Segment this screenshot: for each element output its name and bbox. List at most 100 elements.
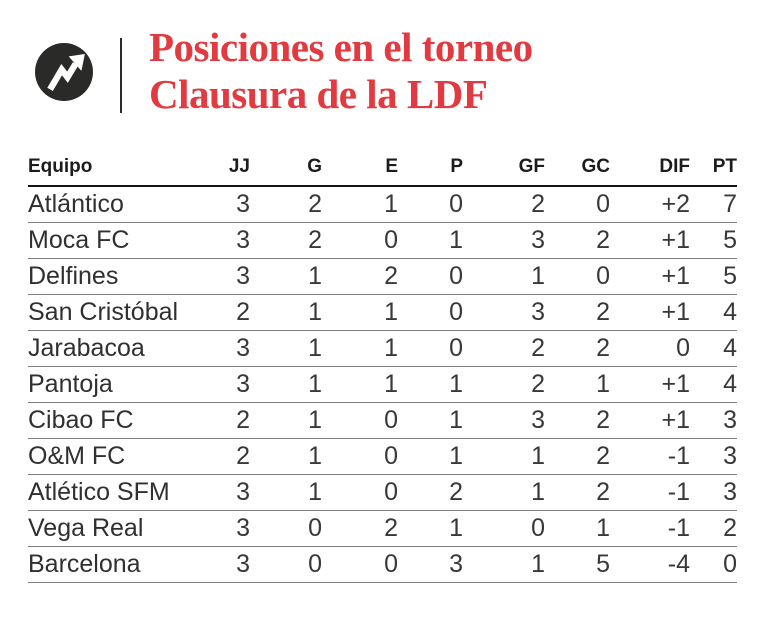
stat-cell: 0 <box>398 294 463 331</box>
stat-cell: 2 <box>198 294 250 331</box>
team-name-cell: Cibao FC <box>28 402 198 439</box>
table-row: Pantoja 3 1 1 1 2 1 +1 4 <box>28 366 737 403</box>
table-row: San Cristóbal 2 1 1 0 3 2 +1 4 <box>28 294 737 331</box>
stat-cell: 1 <box>545 366 610 403</box>
stat-cell: 0 <box>322 402 398 439</box>
stat-cell: 2 <box>322 258 398 295</box>
stat-cell: 2 <box>250 186 322 223</box>
stat-cell: 3 <box>690 438 737 475</box>
team-name-cell: Vega Real <box>28 510 198 547</box>
column-header-p: P <box>398 156 463 187</box>
table-row: Delfines 3 1 2 0 1 0 +1 5 <box>28 258 737 295</box>
team-name-cell: San Cristóbal <box>28 294 198 331</box>
column-header-e: E <box>322 156 398 187</box>
stat-cell: 2 <box>463 366 545 403</box>
stat-cell: 2 <box>463 330 545 367</box>
stat-cell: 0 <box>463 510 545 547</box>
stat-cell: 1 <box>322 330 398 367</box>
stat-cell: 1 <box>463 474 545 511</box>
stat-cell: 1 <box>322 366 398 403</box>
table-row: Moca FC 3 2 0 1 3 2 +1 5 <box>28 222 737 259</box>
table-header-row: Equipo JJ G E P GF GC DIF PT <box>28 156 737 187</box>
stat-cell: 3 <box>690 474 737 511</box>
stat-cell: 0 <box>398 330 463 367</box>
stat-cell: 3 <box>690 402 737 439</box>
stat-cell: 0 <box>250 546 322 583</box>
table-row: Barcelona 3 0 0 3 1 5 -4 0 <box>28 546 737 583</box>
stat-cell: -1 <box>610 438 690 475</box>
table-row: Cibao FC 2 1 0 1 3 2 +1 3 <box>28 402 737 439</box>
column-header-equipo: Equipo <box>28 156 198 187</box>
stat-cell: 3 <box>398 546 463 583</box>
stat-cell: 5 <box>690 222 737 259</box>
column-header-g: G <box>250 156 322 187</box>
stat-cell: 3 <box>198 258 250 295</box>
stat-cell: 3 <box>198 186 250 223</box>
table-row: Vega Real 3 0 2 1 0 1 -1 2 <box>28 510 737 547</box>
stat-cell: 2 <box>322 510 398 547</box>
stat-cell: +1 <box>610 222 690 259</box>
stat-cell: 1 <box>398 222 463 259</box>
stat-cell: 1 <box>250 294 322 331</box>
team-name-cell: Jarabacoa <box>28 330 198 367</box>
stat-cell: 3 <box>198 474 250 511</box>
stat-cell: 1 <box>250 474 322 511</box>
stat-cell: 4 <box>690 330 737 367</box>
stat-cell: 5 <box>690 258 737 295</box>
stat-cell: 1 <box>250 438 322 475</box>
stat-cell: 0 <box>322 474 398 511</box>
stat-cell: 2 <box>545 330 610 367</box>
stat-cell: 3 <box>198 222 250 259</box>
page-title-line2: Clausura de la LDF <box>149 71 488 117</box>
stat-cell: 0 <box>322 438 398 475</box>
stat-cell: 1 <box>463 546 545 583</box>
stat-cell: 2 <box>545 222 610 259</box>
stat-cell: 2 <box>198 438 250 475</box>
column-header-gc: GC <box>545 156 610 187</box>
column-header-gf: GF <box>463 156 545 187</box>
stat-cell: 3 <box>198 330 250 367</box>
stat-cell: +2 <box>610 186 690 223</box>
stat-cell: 1 <box>322 294 398 331</box>
stat-cell: 2 <box>198 402 250 439</box>
stat-cell: 0 <box>322 546 398 583</box>
stat-cell: 2 <box>250 222 322 259</box>
stat-cell: 0 <box>322 222 398 259</box>
column-header-jj: JJ <box>198 156 250 187</box>
team-name-cell: Moca FC <box>28 222 198 259</box>
trending-up-arrow-icon <box>35 43 93 101</box>
stat-cell: 1 <box>322 186 398 223</box>
stat-cell: 1 <box>398 510 463 547</box>
stat-cell: 2 <box>398 474 463 511</box>
team-name-cell: O&M FC <box>28 438 198 475</box>
stat-cell: -1 <box>610 510 690 547</box>
stat-cell: 2 <box>545 294 610 331</box>
stat-cell: 3 <box>463 402 545 439</box>
stat-cell: 2 <box>463 186 545 223</box>
stat-cell: +1 <box>610 402 690 439</box>
stat-cell: 3 <box>463 294 545 331</box>
stat-cell: 1 <box>398 438 463 475</box>
stat-cell: -1 <box>610 474 690 511</box>
stat-cell: 0 <box>398 186 463 223</box>
table-row: Atlántico 3 2 1 0 2 0 +2 7 <box>28 186 737 223</box>
page-title: Posiciones en el torneo Clausura de la L… <box>149 24 533 118</box>
stat-cell: 1 <box>250 258 322 295</box>
stat-cell: 3 <box>463 222 545 259</box>
stat-cell: 0 <box>545 186 610 223</box>
stat-cell: 1 <box>398 366 463 403</box>
stat-cell: +1 <box>610 258 690 295</box>
stat-cell: 3 <box>198 546 250 583</box>
stat-cell: 0 <box>545 258 610 295</box>
stat-cell: 0 <box>398 258 463 295</box>
stat-cell: 1 <box>250 330 322 367</box>
stat-cell: 2 <box>545 474 610 511</box>
stat-cell: 3 <box>198 510 250 547</box>
stat-cell: 1 <box>250 366 322 403</box>
stat-cell: 2 <box>545 402 610 439</box>
stat-cell: 4 <box>690 294 737 331</box>
standings-table: Equipo JJ G E P GF GC DIF PT Atlántico 3 2 1 0 2 0 +2 7 M… <box>28 156 737 583</box>
stat-cell: -4 <box>610 546 690 583</box>
stat-cell: 1 <box>463 438 545 475</box>
stat-cell: 0 <box>250 510 322 547</box>
